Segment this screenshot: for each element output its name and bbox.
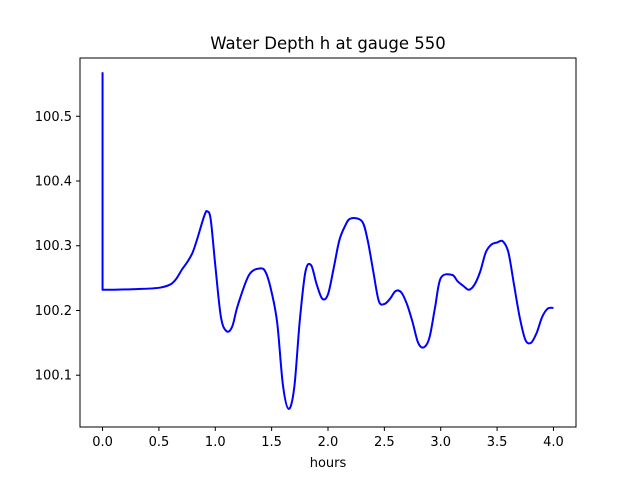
x-tick-label: 2.0 — [318, 435, 339, 450]
y-tick-label: 100.4 — [35, 175, 72, 190]
x-tick-label: 4.0 — [543, 435, 564, 450]
axes-frame — [79, 57, 577, 428]
x-axis-label: hours — [310, 456, 347, 471]
x-tick-label: 1.0 — [205, 435, 226, 450]
series-line — [101, 72, 554, 410]
y-tick-label: 100.3 — [35, 239, 72, 254]
y-tick-label: 100.1 — [35, 369, 72, 384]
x-tick-label: 3.0 — [430, 435, 451, 450]
x-tick-label: 0.5 — [149, 435, 170, 450]
y-tick-label: 100.2 — [35, 304, 72, 319]
y-axis-ticks: 100.1 100.2 100.3 100.4 100.5 — [35, 110, 80, 384]
x-tick-label: 1.5 — [261, 435, 282, 450]
series-layer — [101, 72, 554, 410]
y-tick-label: 100.5 — [35, 110, 72, 125]
chart-title: Water Depth h at gauge 550 — [210, 34, 445, 53]
x-tick-label: 0.0 — [92, 435, 113, 450]
x-tick-label: 3.5 — [487, 435, 508, 450]
x-tick-label: 2.5 — [374, 435, 395, 450]
x-axis-ticks: 0.0 0.5 1.0 1.5 2.0 2.5 3.0 3.5 4.0 — [92, 427, 564, 450]
